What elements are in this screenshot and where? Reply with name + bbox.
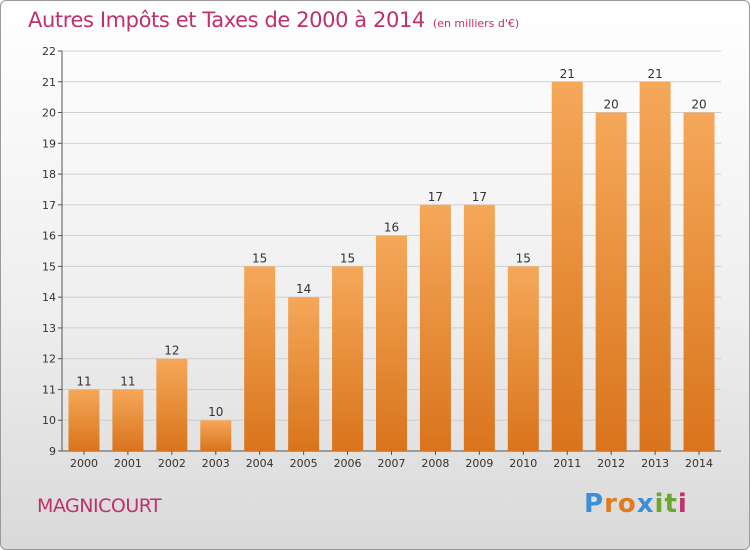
logo-letter: t [664, 489, 678, 519]
title-text: Autres Impôts et Taxes de 2000 à 2014 [28, 8, 425, 32]
value-label: 20 [691, 98, 706, 112]
value-label: 15 [252, 251, 267, 265]
y-tick-label: 21 [42, 76, 56, 89]
logo-letter: i [654, 489, 665, 519]
value-label: 12 [164, 344, 179, 358]
bars [68, 81, 715, 452]
bar-2012 [595, 112, 627, 452]
bar-2010 [507, 266, 539, 451]
bar-2005 [288, 297, 320, 451]
x-tick-label: 2010 [509, 457, 537, 470]
value-label: 20 [604, 98, 619, 112]
bar-2009 [463, 204, 495, 451]
bar-2003 [200, 420, 232, 451]
x-tick-label: 2000 [70, 457, 98, 470]
x-tick-label: 2005 [290, 457, 318, 470]
bar-2011 [551, 81, 583, 452]
bar-2006 [332, 266, 364, 451]
bar-2014 [683, 112, 715, 452]
x-tick-label: 2014 [685, 457, 713, 470]
logo-letter: x [636, 489, 655, 519]
value-label: 16 [384, 221, 399, 235]
bar-2002 [156, 358, 188, 451]
bar-2000 [68, 389, 100, 451]
x-tick-label: 2013 [641, 457, 669, 470]
x-tick-label: 2012 [597, 457, 625, 470]
y-tick-label: 17 [42, 199, 56, 212]
proxiti-logo[interactable]: Proxiti [584, 489, 688, 519]
logo-letter: o [617, 489, 637, 519]
y-tick-label: 9 [49, 445, 56, 458]
value-label: 17 [428, 190, 443, 204]
y-tick-label: 16 [42, 230, 56, 243]
x-tick-label: 2003 [202, 457, 230, 470]
bar-2004 [244, 266, 276, 451]
y-tick-label: 19 [42, 137, 56, 150]
x-tick-label: 2009 [465, 457, 493, 470]
y-tick-label: 13 [42, 322, 56, 335]
x-tick-label: 2007 [378, 457, 406, 470]
logo-letter: P [584, 489, 605, 519]
bar-2001 [112, 389, 144, 451]
y-tick-label: 18 [42, 168, 56, 181]
value-label: 21 [560, 67, 575, 81]
x-tick-label: 2004 [246, 457, 274, 470]
logo-letter: r [604, 489, 618, 519]
value-label: 14 [296, 282, 311, 296]
chart-title: Autres Impôts et Taxes de 2000 à 2014 (en… [28, 8, 519, 32]
value-label: 17 [472, 190, 487, 204]
value-labels: 11 11 12 10 15 14 15 16 17 17 15 21 20 21 20 [76, 67, 706, 419]
y-tick-label: 12 [42, 353, 56, 366]
x-tick-label: 2008 [421, 457, 449, 470]
y-tick-label: 15 [42, 260, 56, 273]
value-label: 15 [340, 251, 355, 265]
x-tick-label: 2002 [158, 457, 186, 470]
y-tick-label: 14 [42, 291, 56, 304]
x-tick-label: 2001 [114, 457, 142, 470]
x-tick-label: 2011 [553, 457, 581, 470]
bar-2007 [376, 235, 407, 451]
value-label: 11 [76, 374, 91, 388]
value-label: 21 [647, 67, 662, 81]
value-label: 11 [120, 374, 135, 388]
y-tick-label: 20 [42, 107, 56, 120]
bar-2008 [419, 204, 451, 451]
y-tick-label: 11 [42, 383, 56, 396]
y-tick-label: 10 [42, 414, 56, 427]
logo-letter: i [677, 489, 688, 519]
x-tick-label: 2006 [334, 457, 362, 470]
value-label: 10 [208, 405, 223, 419]
bar-2013 [639, 81, 671, 452]
y-tick-label: 22 [42, 45, 56, 58]
title-unit: (en milliers d'€) [432, 17, 520, 30]
commune-name: MAGNICOURT [37, 495, 162, 517]
value-label: 15 [516, 251, 531, 265]
